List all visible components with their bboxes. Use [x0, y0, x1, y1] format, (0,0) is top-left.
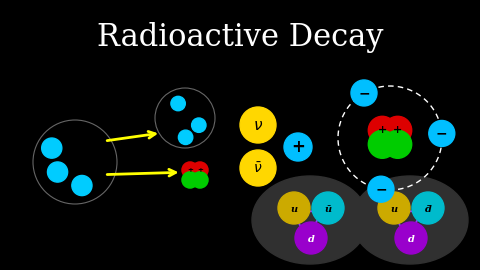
Circle shape [42, 138, 62, 158]
Circle shape [384, 130, 412, 158]
Circle shape [179, 130, 193, 144]
Circle shape [395, 222, 427, 254]
Text: +: + [378, 125, 387, 135]
Circle shape [192, 162, 208, 178]
Ellipse shape [252, 176, 368, 264]
Circle shape [182, 162, 198, 178]
Text: +: + [187, 167, 193, 173]
Circle shape [295, 222, 327, 254]
Text: −: − [436, 126, 448, 140]
Text: −: − [375, 182, 387, 196]
Circle shape [429, 120, 455, 146]
Circle shape [163, 114, 180, 133]
Text: u: u [390, 204, 397, 214]
Circle shape [240, 107, 276, 143]
Circle shape [192, 172, 208, 188]
Text: u: u [290, 204, 298, 214]
Circle shape [368, 130, 396, 158]
Text: $\bar{\nu}$: $\bar{\nu}$ [253, 161, 263, 176]
Text: +: + [291, 138, 305, 156]
Ellipse shape [352, 176, 468, 264]
Circle shape [368, 116, 396, 144]
Circle shape [190, 116, 208, 134]
Circle shape [192, 118, 206, 132]
Text: −: − [358, 86, 370, 100]
Circle shape [165, 116, 179, 131]
Circle shape [48, 162, 68, 182]
Text: d: d [408, 235, 414, 244]
Circle shape [171, 96, 185, 111]
Text: d̄: d̄ [425, 204, 432, 214]
Circle shape [412, 192, 444, 224]
Circle shape [240, 150, 276, 186]
Circle shape [69, 173, 95, 198]
Circle shape [45, 159, 70, 185]
Circle shape [351, 80, 377, 106]
Circle shape [384, 116, 412, 144]
Text: +: + [197, 167, 203, 173]
Circle shape [368, 176, 394, 202]
Circle shape [278, 192, 310, 224]
Circle shape [191, 100, 205, 115]
Text: +: + [393, 125, 402, 135]
Circle shape [284, 133, 312, 161]
Text: Radioactive Decay: Radioactive Decay [97, 22, 383, 53]
Circle shape [378, 192, 410, 224]
Circle shape [71, 149, 96, 175]
Circle shape [73, 152, 94, 172]
Circle shape [39, 136, 64, 161]
Circle shape [73, 126, 94, 146]
Circle shape [72, 176, 92, 195]
Text: ū: ū [324, 204, 332, 214]
Circle shape [182, 172, 198, 188]
Circle shape [189, 99, 207, 117]
Circle shape [312, 192, 344, 224]
Circle shape [177, 128, 194, 146]
Circle shape [71, 124, 96, 149]
Circle shape [169, 94, 187, 113]
Text: d: d [308, 235, 314, 244]
Text: $\nu$: $\nu$ [253, 119, 263, 133]
